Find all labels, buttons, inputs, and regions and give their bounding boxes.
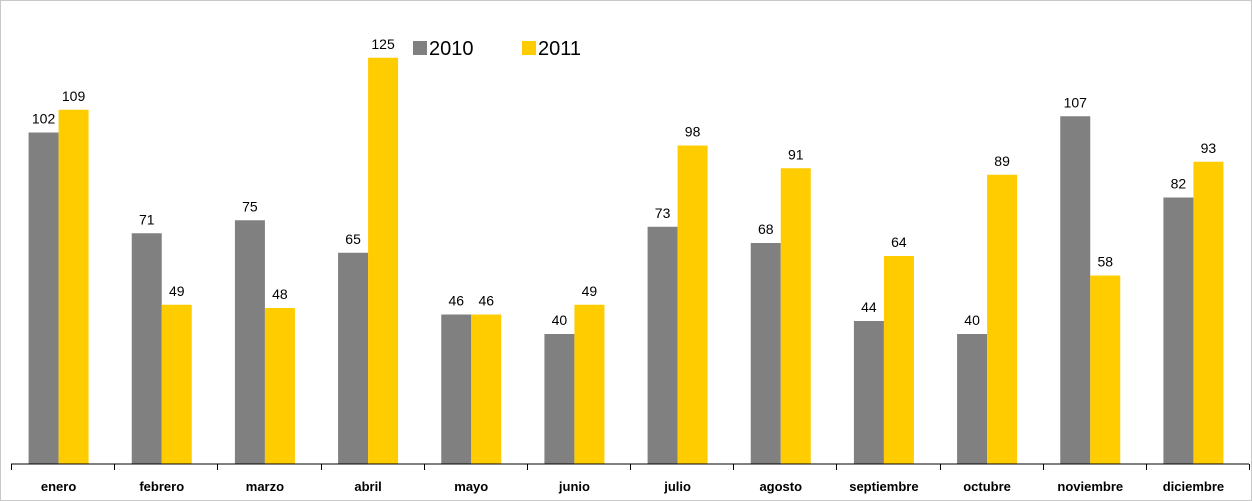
value-label-2010-marzo: 75 bbox=[242, 198, 258, 214]
category-label-junio: junio bbox=[558, 479, 590, 494]
category-label-agosto: agosto bbox=[759, 479, 802, 494]
bar-2011-junio bbox=[574, 304, 605, 464]
bar-2010-enero bbox=[28, 132, 59, 464]
category-label-abril: abril bbox=[354, 479, 381, 494]
bar-2010-mayo bbox=[441, 314, 472, 464]
category-label-diciembre: diciembre bbox=[1163, 479, 1224, 494]
bar-2011-diciembre bbox=[1193, 161, 1224, 464]
bars-layer bbox=[28, 57, 1224, 464]
bar-2010-septiembre bbox=[853, 321, 884, 464]
category-label-octubre: octubre bbox=[963, 479, 1011, 494]
bar-2010-octubre bbox=[957, 334, 988, 464]
value-label-2011-junio: 49 bbox=[582, 283, 598, 299]
bar-2011-septiembre bbox=[883, 256, 914, 464]
legend-swatch-2011 bbox=[522, 41, 536, 55]
value-label-2011-diciembre: 93 bbox=[1201, 140, 1217, 156]
legend-label-2010: 2010 bbox=[429, 38, 474, 60]
value-label-2011-mayo: 46 bbox=[478, 293, 494, 309]
bar-2011-julio bbox=[677, 145, 708, 464]
bar-2011-noviembre bbox=[1090, 275, 1121, 464]
bar-2010-diciembre bbox=[1163, 197, 1194, 464]
bar-2010-junio bbox=[544, 334, 575, 464]
value-label-2010-abril: 65 bbox=[345, 231, 361, 247]
bar-2010-febrero bbox=[131, 233, 162, 464]
category-label-marzo: marzo bbox=[246, 479, 284, 494]
legend-label-2011: 2011 bbox=[538, 38, 581, 60]
value-label-2010-julio: 73 bbox=[655, 205, 671, 221]
value-label-2011-septiembre: 64 bbox=[891, 234, 907, 250]
value-label-2010-enero: 102 bbox=[32, 111, 56, 127]
value-label-2010-septiembre: 44 bbox=[861, 299, 877, 315]
value-label-2010-agosto: 68 bbox=[758, 221, 774, 237]
category-label-febrero: febrero bbox=[139, 479, 184, 494]
bar-2011-agosto bbox=[780, 168, 811, 464]
value-label-2011-enero: 109 bbox=[62, 88, 86, 104]
category-label-mayo: mayo bbox=[454, 479, 488, 494]
category-label-septiembre: septiembre bbox=[849, 479, 918, 494]
value-label-2011-abril: 125 bbox=[371, 36, 395, 52]
bar-2010-marzo bbox=[234, 220, 265, 464]
value-label-2010-noviembre: 107 bbox=[1064, 94, 1088, 110]
value-label-2011-julio: 98 bbox=[685, 124, 701, 140]
bar-2011-marzo bbox=[264, 308, 295, 464]
legend-swatch-2010 bbox=[413, 41, 427, 55]
bar-2010-agosto bbox=[750, 243, 781, 464]
value-labels-layer: 102 109 71 49 75 48 65 125 46 46 40 49 73 98 68 91 44 64 4… bbox=[32, 36, 1217, 328]
bar-2010-abril bbox=[338, 252, 369, 464]
value-label-2010-octubre: 40 bbox=[964, 312, 980, 328]
bar-2011-abril bbox=[368, 57, 399, 464]
bar-2011-enero bbox=[58, 109, 89, 464]
value-label-2010-diciembre: 82 bbox=[1171, 176, 1187, 192]
value-label-2011-febrero: 49 bbox=[169, 283, 185, 299]
bar-2011-octubre bbox=[987, 174, 1018, 464]
category-label-julio: julio bbox=[663, 479, 691, 494]
bar-2011-febrero bbox=[161, 304, 192, 464]
value-label-2011-octubre: 89 bbox=[994, 153, 1010, 169]
x-axis: enero febrero marzo abril mayo junio julio agos… bbox=[11, 463, 1250, 494]
value-label-2011-marzo: 48 bbox=[272, 286, 288, 302]
legend: 2010 2011 bbox=[413, 38, 581, 60]
value-label-2011-agosto: 91 bbox=[788, 146, 804, 162]
category-label-noviembre: noviembre bbox=[1057, 479, 1123, 494]
value-label-2011-noviembre: 58 bbox=[1097, 254, 1113, 270]
bar-2010-noviembre bbox=[1060, 116, 1091, 464]
value-label-2010-mayo: 46 bbox=[448, 293, 464, 309]
bar-2011-mayo bbox=[471, 314, 502, 464]
bar-2010-julio bbox=[647, 226, 678, 464]
value-label-2010-junio: 40 bbox=[552, 312, 568, 328]
category-label-enero: enero bbox=[41, 479, 76, 494]
value-label-2010-febrero: 71 bbox=[139, 211, 155, 227]
